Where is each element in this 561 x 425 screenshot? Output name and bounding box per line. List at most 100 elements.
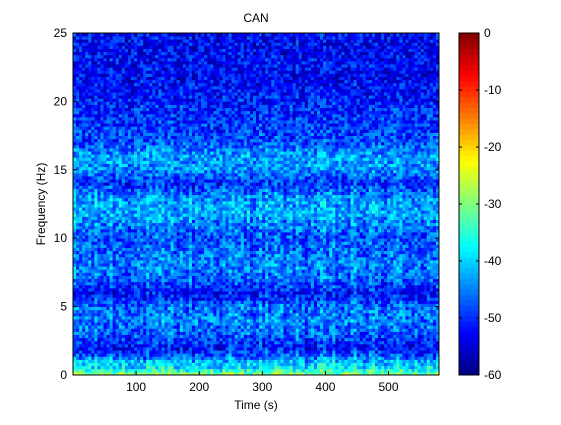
heatmap-cell	[265, 272, 269, 276]
heatmap-cell	[152, 312, 156, 317]
heatmap-cell	[262, 297, 266, 301]
heatmap-cell	[356, 256, 361, 261]
heatmap-cell	[103, 315, 107, 320]
heatmap-cell	[115, 303, 120, 307]
heatmap-cell	[390, 306, 394, 311]
heatmap-cell	[350, 297, 354, 301]
heatmap-cell	[396, 250, 400, 255]
heatmap-cell	[164, 353, 168, 357]
heatmap-cell	[103, 365, 107, 370]
heatmap-cell	[393, 362, 397, 367]
heatmap-cell	[356, 359, 361, 363]
heatmap-cell	[225, 278, 229, 283]
heatmap-cell	[310, 253, 315, 258]
heatmap-cell	[185, 278, 190, 283]
heatmap-cell	[365, 315, 370, 320]
heatmap-cell	[76, 278, 80, 283]
heatmap-cell	[121, 331, 126, 335]
heatmap-cell	[152, 359, 156, 363]
heatmap-cell	[210, 291, 214, 295]
heatmap-cell	[420, 272, 425, 276]
heatmap-cell	[362, 278, 367, 283]
heatmap-cell	[201, 284, 205, 289]
heatmap-cell	[292, 291, 297, 295]
heatmap-cell	[219, 300, 223, 304]
heatmap-cell	[344, 312, 348, 317]
heatmap-cell	[378, 331, 382, 335]
heatmap-cell	[292, 281, 297, 286]
heatmap-cell	[237, 356, 242, 360]
heatmap-cell	[179, 347, 184, 351]
heatmap-cell	[112, 365, 117, 370]
heatmap-cell	[176, 309, 181, 314]
heatmap-cell	[417, 256, 422, 261]
heatmap-cell	[176, 284, 181, 289]
heatmap-cell	[94, 284, 98, 289]
heatmap-cell	[390, 319, 394, 323]
heatmap-cell	[399, 266, 403, 270]
heatmap-cell	[207, 244, 211, 248]
heatmap-cell	[329, 300, 333, 304]
heatmap-cell	[173, 259, 178, 264]
heatmap-cell	[237, 337, 242, 342]
heatmap-cell	[374, 272, 379, 276]
heatmap-cell	[304, 325, 309, 329]
heatmap-cell	[280, 303, 284, 307]
heatmap-cell	[100, 347, 104, 351]
heatmap-cell	[362, 281, 367, 286]
heatmap-cell	[158, 287, 162, 292]
heatmap-cell	[423, 300, 428, 304]
heatmap-cell	[161, 343, 165, 348]
heatmap-cell	[94, 278, 98, 283]
heatmap-cell	[435, 294, 439, 298]
heatmap-cell	[423, 278, 428, 283]
heatmap-cell	[384, 278, 388, 283]
heatmap-cell	[359, 250, 364, 255]
heatmap-cell	[286, 300, 290, 304]
heatmap-cell	[219, 291, 223, 295]
heatmap-cell	[182, 266, 187, 270]
heatmap-cell	[176, 275, 181, 280]
heatmap-cell	[198, 284, 202, 289]
heatmap-cell	[167, 291, 171, 295]
heatmap-cell	[310, 356, 315, 360]
heatmap-cell	[155, 350, 159, 354]
heatmap-cell	[213, 284, 217, 289]
heatmap-cell	[295, 259, 300, 264]
heatmap-cell	[130, 331, 135, 335]
heatmap-cell	[432, 325, 437, 329]
heatmap-cell	[317, 250, 321, 255]
heatmap-cell	[371, 278, 376, 283]
heatmap-cell	[213, 334, 217, 339]
heatmap-cell	[335, 256, 339, 261]
heatmap-cell	[88, 359, 92, 363]
heatmap-cell	[252, 272, 257, 276]
heatmap-cell	[356, 356, 361, 360]
heatmap-cell	[243, 275, 248, 280]
heatmap-cell	[137, 263, 141, 267]
heatmap-cell	[179, 322, 184, 326]
heatmap-cell	[112, 319, 117, 323]
heatmap-cell	[393, 353, 397, 357]
heatmap-cell	[393, 303, 397, 307]
heatmap-cell	[347, 362, 351, 367]
heatmap-cell	[320, 350, 324, 354]
heatmap-cell	[127, 303, 132, 307]
heatmap-cell	[304, 284, 309, 289]
heatmap-cell	[280, 297, 284, 301]
heatmap-cell	[356, 266, 361, 270]
heatmap-cell	[237, 312, 242, 317]
heatmap-cell	[106, 250, 110, 255]
heatmap-cell	[207, 281, 211, 286]
heatmap-cell	[323, 343, 327, 348]
heatmap-cell	[85, 356, 89, 360]
heatmap-cell	[191, 306, 196, 311]
heatmap-cell	[356, 278, 361, 283]
heatmap-cell	[243, 359, 248, 363]
heatmap-cell	[234, 359, 239, 363]
heatmap-cell	[365, 347, 370, 351]
heatmap-cell	[213, 353, 217, 357]
heatmap-cell	[115, 306, 120, 311]
heatmap-cell	[79, 325, 83, 329]
heatmap-cell	[384, 365, 388, 370]
